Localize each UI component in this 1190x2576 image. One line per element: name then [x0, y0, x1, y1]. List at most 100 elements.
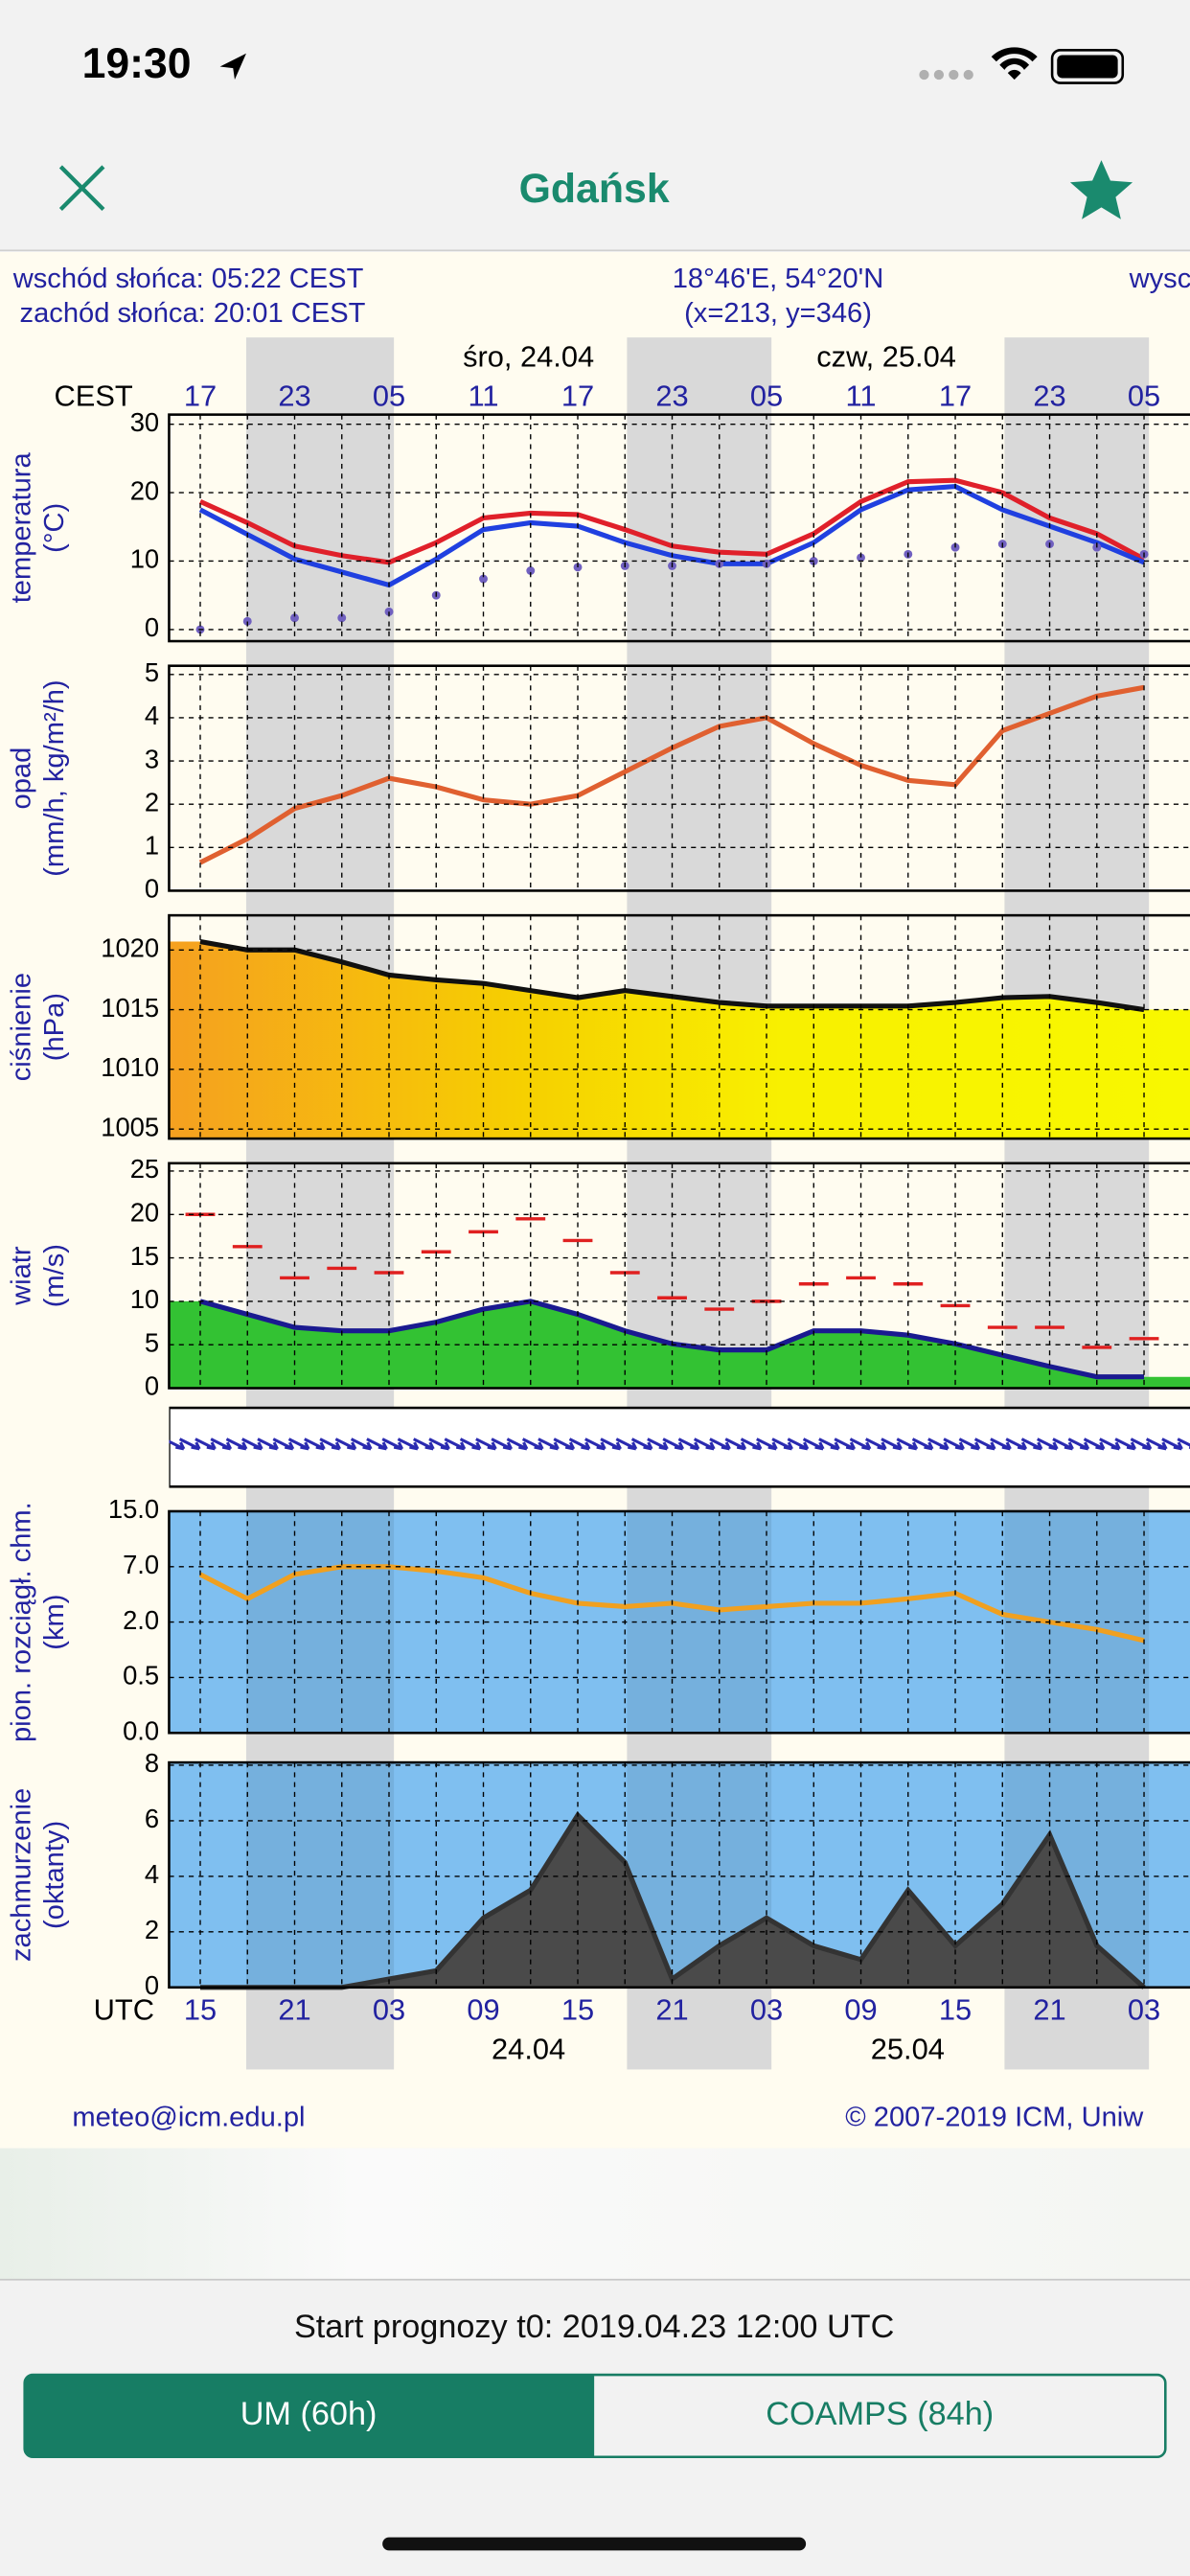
hour-label: 03: [750, 1993, 783, 2027]
footer-copyright: © 2007-2019 ICM, Uniw: [845, 2103, 1144, 2133]
arrow: [1036, 1438, 1059, 1451]
arrow: [210, 1438, 233, 1451]
arrow: [568, 1438, 591, 1451]
arrow: [475, 1438, 497, 1451]
hour-label: 15: [184, 1993, 217, 2027]
hour-label: 03: [1128, 1993, 1160, 2027]
favorite-star[interactable]: [1069, 160, 1133, 219]
date-label: śro, 24.04: [463, 340, 594, 374]
arrow: [1005, 1438, 1028, 1451]
arrow: [272, 1438, 295, 1451]
right-header: wysc: [1129, 264, 1190, 294]
arrow: [740, 1438, 763, 1451]
arrow: [927, 1438, 950, 1451]
local-label: CEST: [55, 380, 133, 413]
plot-area: [169, 1762, 1190, 1990]
arrow: [1177, 1438, 1190, 1449]
arrow: [459, 1438, 482, 1451]
arrow: [911, 1438, 934, 1451]
forecast-start: Start prognozy t0: 2019.04.23 12:00 UTC: [294, 2309, 894, 2345]
arrow: [1130, 1438, 1153, 1451]
tab-selected-bg: [24, 2375, 595, 2457]
arrow: [521, 1438, 544, 1451]
hour-label: 17: [939, 380, 972, 413]
arrow: [1161, 1438, 1183, 1451]
arrow: [169, 1439, 186, 1451]
y-tick-label: 5: [145, 657, 159, 687]
arrow: [724, 1438, 747, 1451]
arrow: [615, 1438, 638, 1451]
arrow: [584, 1438, 606, 1451]
signal: [919, 69, 973, 80]
y-tick-label: 8: [145, 1748, 159, 1778]
arrow: [943, 1438, 965, 1451]
axis-label: zachmurzenie: [7, 1788, 37, 1962]
tab[interactable]: UM (60h): [240, 2396, 378, 2432]
hour-label: 05: [1128, 380, 1160, 413]
arrow: [693, 1438, 716, 1451]
y-tick-label: 10: [130, 544, 159, 574]
arrow: [553, 1438, 576, 1451]
hour-label: 11: [469, 380, 499, 413]
close-button[interactable]: [58, 165, 105, 212]
arrow: [225, 1438, 248, 1451]
hour-label: 23: [1033, 380, 1065, 413]
clock: 19:30: [82, 40, 192, 87]
point: [857, 553, 865, 563]
hour-label: 21: [655, 1993, 688, 2027]
y-tick-label: 4: [145, 701, 159, 730]
sunset: zachód słońca: 20:01 CEST: [20, 298, 366, 329]
hour-label: 05: [750, 380, 783, 413]
arrow: [397, 1438, 420, 1451]
panel: 1005 1010 1015 1020 ciśnienie (hPa): [7, 913, 1190, 1141]
header-bg: [0, 0, 1190, 251]
axis-label: (m/s): [39, 1244, 70, 1307]
hour-label: 15: [561, 1993, 594, 2027]
point: [242, 616, 252, 626]
hour-label: 21: [278, 1993, 310, 2027]
arrow: [834, 1438, 857, 1451]
arrow: [600, 1438, 622, 1451]
hour-label: 03: [373, 1993, 405, 2027]
y-tick-label: 20: [130, 475, 159, 505]
tab[interactable]: COAMPS (84h): [766, 2396, 994, 2432]
location-icon: [219, 53, 246, 80]
axis-label: ciśnienie: [7, 973, 37, 1081]
arrow: [818, 1438, 840, 1451]
plot-frame: [168, 913, 1190, 1140]
y-tick-label: 1: [145, 831, 159, 861]
panel: 0 1 2 3 4 5 opad (mm/h, kg/m²/h): [7, 657, 1190, 904]
wifi-icon: [991, 47, 1038, 80]
date-label: czw, 25.04: [816, 340, 956, 374]
panel: 0 5 10 15 20 25 wiatr (m/s): [7, 1154, 1190, 1401]
y-tick-label: 0.5: [123, 1661, 159, 1690]
utc-label: UTC: [94, 1993, 154, 2027]
image-padding: [0, 2148, 1190, 2280]
wind-arrows: [169, 1406, 1190, 1488]
hour-label: 17: [561, 380, 594, 413]
y-tick-label: 15: [130, 1241, 159, 1271]
arrow: [864, 1438, 887, 1451]
hour-label: 15: [939, 1993, 972, 2027]
arrow: [787, 1438, 810, 1451]
axis-label: temperatura: [7, 452, 37, 604]
grid-point: (x=213, y=346): [684, 298, 872, 329]
arrow: [538, 1438, 560, 1451]
arrow: [1145, 1438, 1168, 1451]
arrow: [1067, 1438, 1090, 1451]
arrow: [881, 1438, 903, 1451]
arrow: [506, 1438, 529, 1451]
y-tick-label: 4: [145, 1859, 159, 1889]
arrow: [257, 1438, 279, 1451]
arrow: [990, 1438, 1012, 1451]
arrow: [849, 1438, 872, 1451]
sunrise: wschód słońca: 05:22 CEST: [12, 264, 364, 294]
arrow: [802, 1438, 825, 1451]
arrow: [413, 1438, 435, 1451]
arrow: [195, 1438, 217, 1451]
arrow: [756, 1438, 778, 1451]
point: [337, 613, 347, 623]
panel: 0.0 0.5 2.0 7.0 15.0 pion. rozciągł. chm. (km): [7, 1494, 1190, 1745]
